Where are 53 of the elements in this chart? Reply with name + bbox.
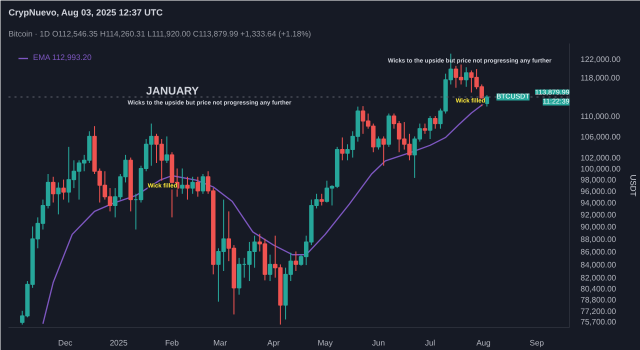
y-tick-label: 102,000.00: [580, 154, 622, 163]
y-tick-label: 86,000.00: [580, 247, 617, 256]
x-tick-label: 2025: [110, 338, 128, 348]
y-tick-label: 75,700.00: [580, 318, 617, 327]
y-tick-label: 82,000.00: [580, 274, 617, 283]
y-tick-label: 92,000.00: [580, 210, 617, 220]
chart-title: CrypNuevo, Aug 03, 2025 12:37 UTC: [8, 8, 164, 18]
y-tick-label: 94,000.00: [580, 198, 617, 208]
candlestick: [294, 250, 298, 272]
legend-label: EMA 112,993.20: [33, 53, 92, 62]
x-tick-label: Jun: [372, 338, 385, 348]
candlestick: [180, 168, 185, 194]
x-tick-label: Sep: [530, 338, 544, 348]
candlestick: [422, 123, 428, 134]
chart-subtitle: Bitcoin · 1D O112,546.35 H114,260.31 L111,920.00 C113,879.99 +1,333.64 (+1.18%): [8, 30, 312, 38]
annotation: JANUARY: [146, 86, 200, 98]
candlestick: [196, 176, 200, 198]
y-tick-label: 110,000.00: [580, 112, 620, 122]
x-tick-label: Jul: [424, 338, 436, 348]
y-tick-label: 80,400.00: [580, 284, 617, 294]
candlestick: [164, 136, 170, 164]
y-tick-label: 96,000.00: [580, 186, 617, 196]
y-tick-label: 122,000.00: [580, 55, 622, 64]
y-tick-label: 100,000.00: [580, 164, 622, 174]
y-tick-label: 118,000.00: [580, 73, 620, 82]
y-tick-label: 78,800.00: [580, 296, 617, 305]
y-tick-label: 77,200.00: [580, 306, 617, 316]
candlestick: [319, 193, 324, 206]
x-tick-label: May: [318, 338, 333, 348]
candlestick: [185, 176, 190, 200]
candlestick: [340, 136, 345, 161]
candlestick: [190, 176, 195, 194]
candlestick: [51, 176, 56, 204]
candlestick: [376, 136, 381, 150]
candlestick: [433, 116, 438, 130]
candlestick: [200, 174, 206, 194]
y-tick-label: 98,000.00: [580, 176, 617, 185]
candlestick: [464, 66, 468, 88]
y-tick-label: 90,000.00: [580, 222, 617, 232]
y-tick-label: 84,000.00: [580, 260, 617, 270]
y-axis-title: USDT: [628, 174, 638, 196]
y-tick-label: 106,000.00: [580, 132, 622, 142]
candlestick: [56, 182, 61, 215]
candlestick: [428, 116, 432, 140]
y-tick-label: 88,000.00: [580, 234, 617, 244]
x-tick-label: Apr: [267, 338, 280, 348]
candlestick: [61, 179, 66, 200]
x-tick-label: Mar: [213, 338, 228, 348]
candlestick: [268, 254, 272, 282]
x-tick-label: Dec: [58, 338, 72, 348]
candlestick: [381, 136, 386, 166]
x-tick-label: Feb: [165, 338, 180, 348]
x-tick-label: Aug: [476, 338, 491, 348]
